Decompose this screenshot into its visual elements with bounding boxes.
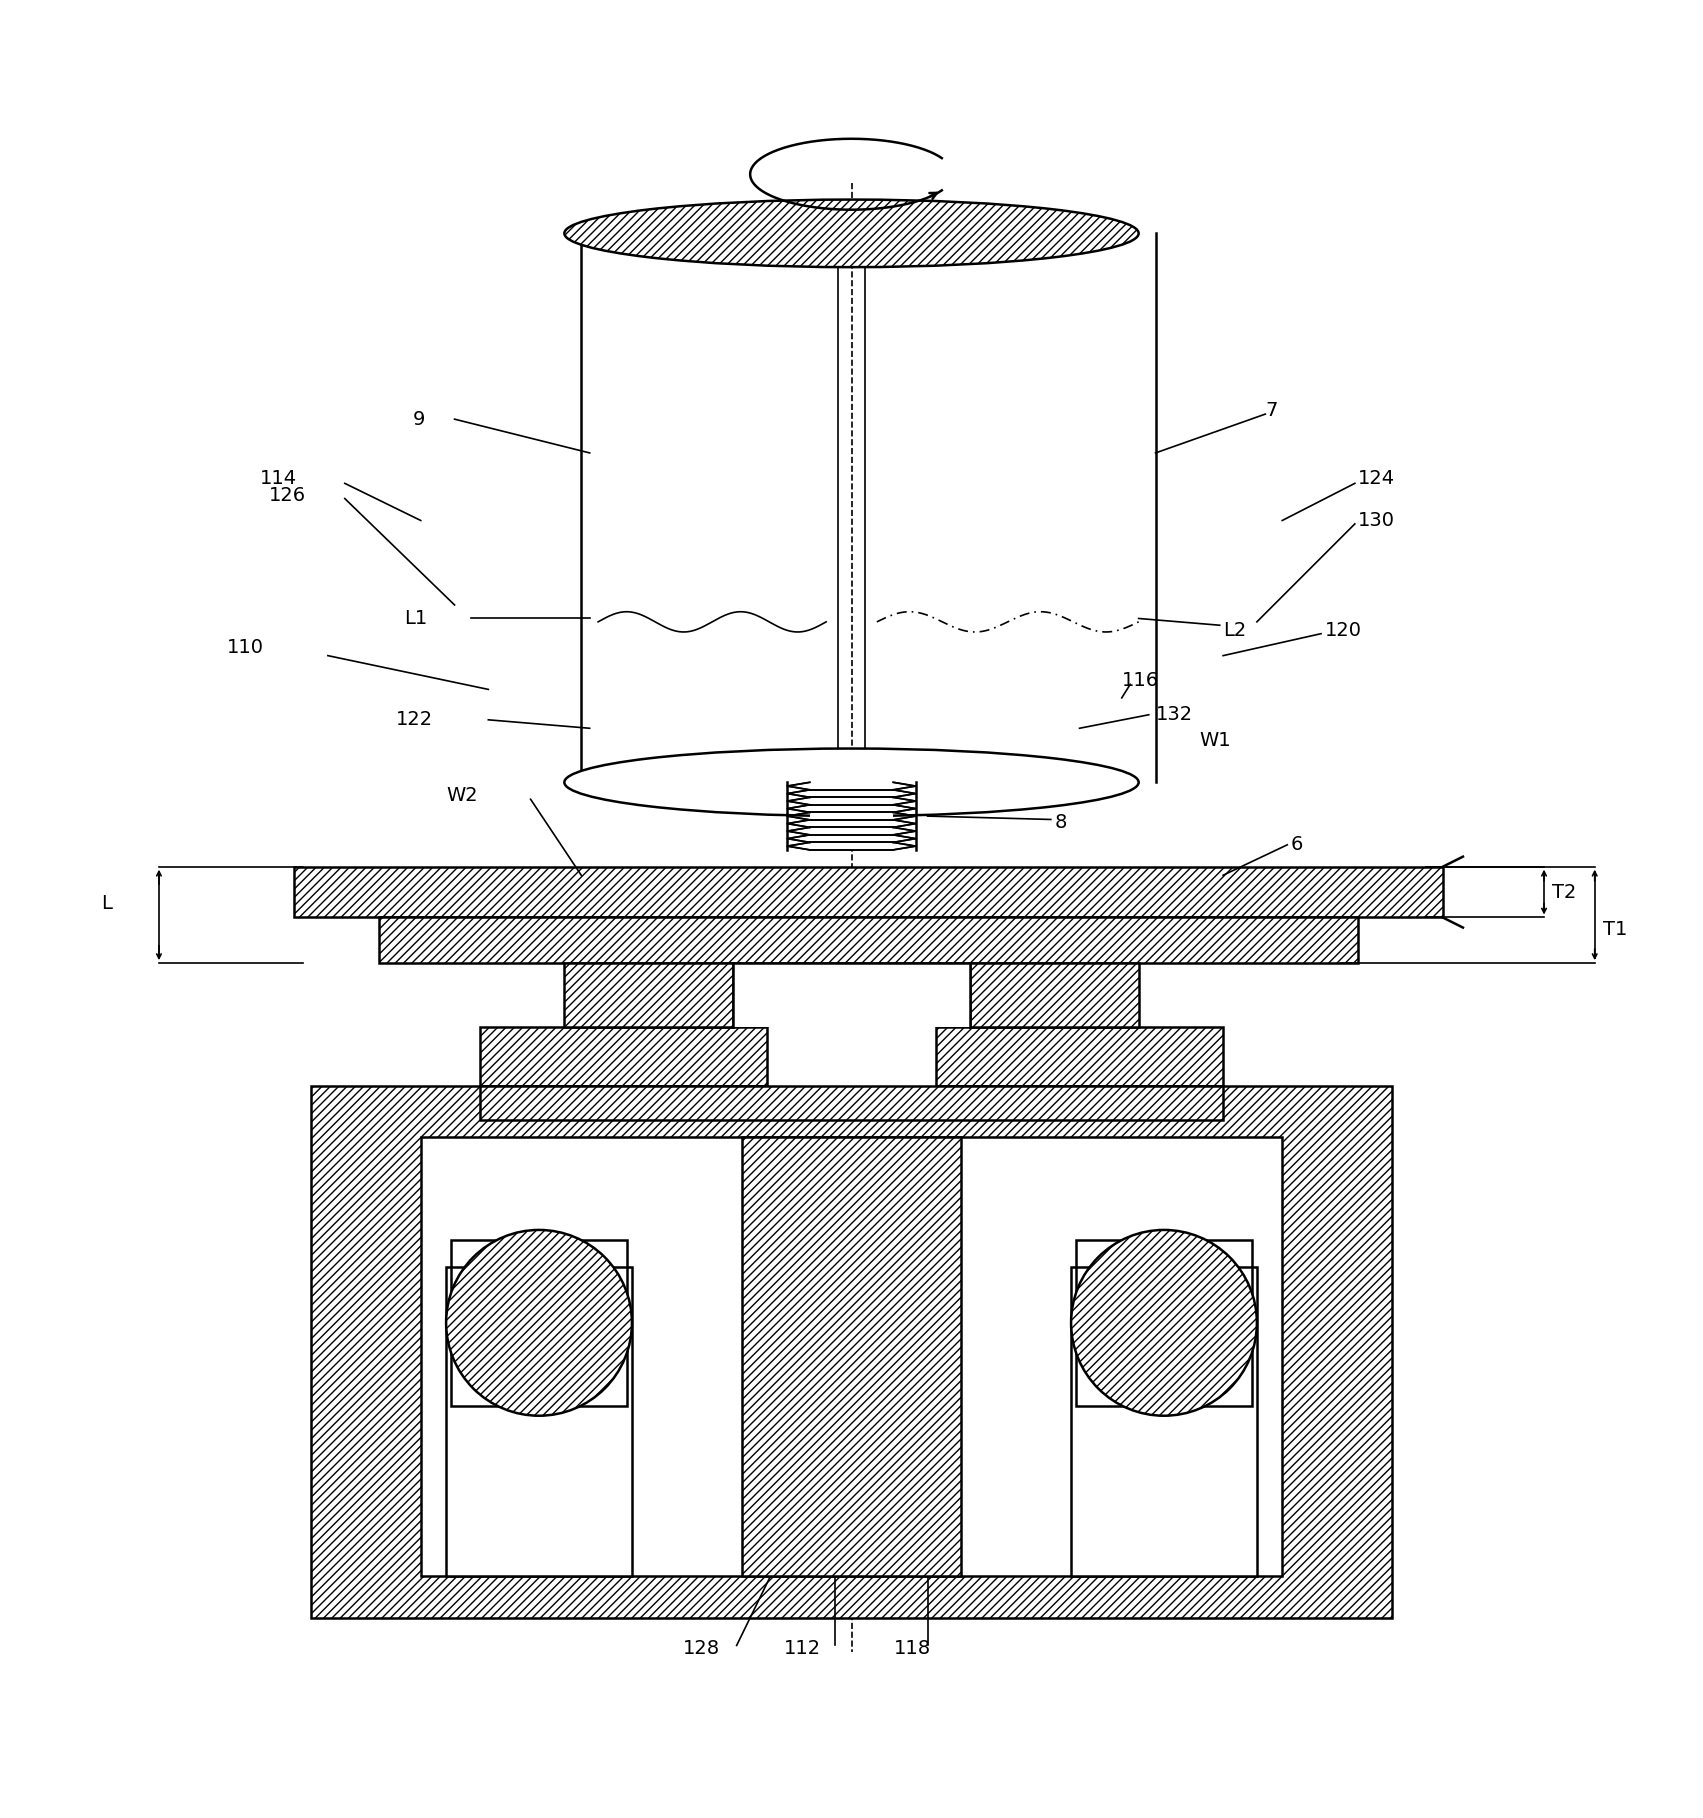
Bar [378,918,1359,964]
Text: 120: 120 [1325,620,1361,640]
Text: 130: 130 [1359,511,1395,531]
Text: 7: 7 [1265,402,1277,420]
Bar [734,964,969,1027]
Bar [421,1136,1282,1576]
Bar [811,782,892,849]
Text: 128: 128 [683,1640,720,1658]
Text: L: L [100,894,112,913]
Bar [743,1136,960,1576]
Bar [969,964,1139,1027]
Bar [1071,1267,1257,1576]
Ellipse shape [1071,1231,1257,1416]
Bar [480,1027,1223,1087]
Text: 112: 112 [783,1640,821,1658]
Text: W2: W2 [446,787,479,805]
Text: 114: 114 [261,469,298,487]
Text: 6: 6 [1291,834,1303,854]
Text: 126: 126 [269,485,307,505]
Ellipse shape [564,749,1139,816]
Text: L2: L2 [1223,620,1247,640]
Ellipse shape [446,1231,632,1416]
Text: 124: 124 [1359,469,1395,487]
Text: 8: 8 [1054,813,1066,833]
Bar [1076,1240,1252,1405]
Text: T1: T1 [1603,920,1628,938]
Bar [480,1087,1223,1120]
Bar [312,1087,1391,1618]
Text: 110: 110 [226,638,264,656]
Text: 122: 122 [395,711,433,729]
Bar [766,1027,937,1087]
Ellipse shape [564,200,1139,267]
Text: 132: 132 [1156,705,1192,724]
Bar [446,1267,632,1576]
Text: T2: T2 [1553,882,1577,902]
Text: 9: 9 [412,409,424,429]
Bar [295,867,1442,918]
Text: W1: W1 [1199,731,1231,749]
Bar [451,1240,627,1405]
Text: 118: 118 [894,1640,932,1658]
Text: L1: L1 [404,609,427,627]
Bar [564,964,734,1027]
Text: 116: 116 [1122,671,1158,691]
